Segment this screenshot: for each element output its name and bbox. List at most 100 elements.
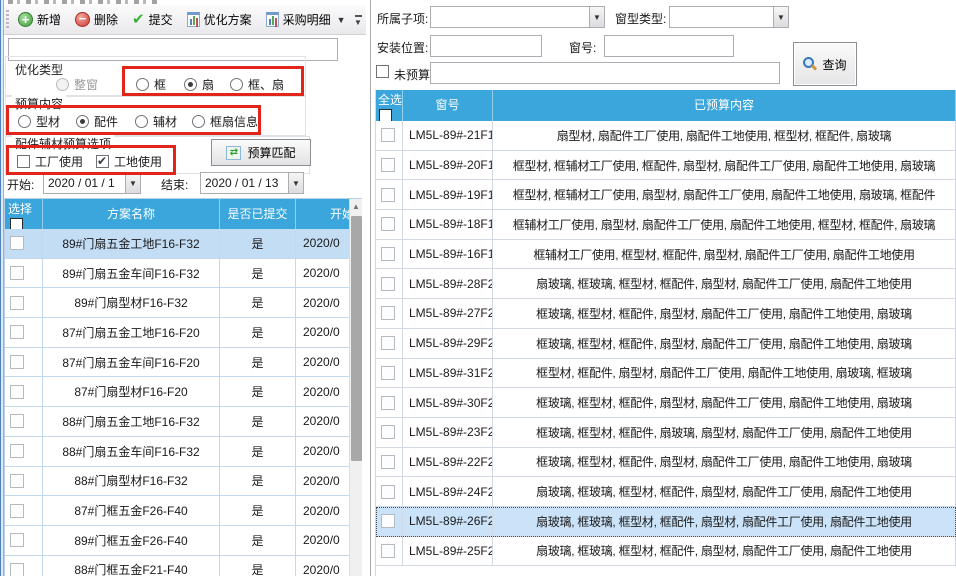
window-table-row[interactable]: LM5L-89#-30F28 框玻璃, 框型材, 框配件, 扇型材, 扇配件工厂使… (376, 388, 956, 418)
row-checkbox[interactable] (381, 276, 395, 291)
install-position-input[interactable] (430, 35, 542, 57)
radio-option-sash[interactable]: 扇 (184, 76, 214, 93)
row-checkbox[interactable] (381, 306, 395, 321)
add-button[interactable]: + 新增 (12, 8, 67, 31)
end-date-picker[interactable]: 2020 / 01 / 13 ▼ (200, 172, 304, 194)
query-button[interactable]: 查询 (793, 42, 857, 86)
row-checkbox[interactable] (381, 158, 395, 173)
row-checkbox[interactable] (10, 414, 24, 429)
radio-option-frame-sash[interactable]: 框、扇 (230, 76, 284, 93)
purchase-detail-button[interactable]: 采购明细 ▼ (260, 8, 352, 31)
window-table-row[interactable]: LM5L-89#-20F18 框型材, 框辅材工厂使用, 框配件, 扇型材, 扇配… (376, 150, 956, 181)
window-table-row[interactable]: LM5L-89#-23F21 框玻璃, 框型材, 框配件, 扇玻璃, 扇型材, 扇… (376, 417, 956, 448)
checkbox-site-use[interactable]: 工地使用 (96, 153, 162, 170)
row-checkbox[interactable] (381, 514, 395, 529)
row-checkbox[interactable] (381, 454, 395, 469)
row-checkbox[interactable] (381, 128, 395, 143)
select-all-checkbox[interactable] (379, 109, 392, 121)
toolbar-grip[interactable] (6, 10, 9, 30)
window-table-row[interactable]: LM5L-89#-28F26 扇玻璃, 框玻璃, 框型材, 框配件, 扇型材, 扇… (376, 269, 956, 300)
plan-filter-input[interactable] (8, 38, 338, 61)
window-table-row[interactable]: LM5L-89#-22F20 框玻璃, 框型材, 框配件, 扇型材, 扇配件工厂使… (376, 447, 956, 478)
row-checkbox[interactable] (10, 533, 24, 548)
plan-name-column-header[interactable]: 方案名称 (43, 199, 220, 229)
no-budget-checkbox[interactable] (376, 65, 389, 78)
scrollbar-thumb[interactable] (351, 216, 362, 461)
delete-button[interactable]: − 删除 (69, 8, 124, 31)
radio-option-frame[interactable]: 框 (136, 76, 166, 93)
plan-table-row[interactable]: 88#门扇五金工地F16-F32 是 2020/0 (5, 407, 362, 437)
row-checkbox[interactable] (10, 295, 24, 310)
row-checkbox[interactable] (10, 236, 24, 251)
window-table-row[interactable]: LM5L-89#-29F27 框玻璃, 框型材, 框配件, 扇型材, 扇配件工厂使… (376, 328, 956, 359)
window-table-row[interactable]: LM5L-89#-24F22 扇玻璃, 框玻璃, 框型材, 框配件, 扇型材, 扇… (376, 477, 956, 507)
plan-table-row[interactable]: 88#门扇型材F16-F32 是 2020/0 (5, 466, 362, 497)
docked-panel-edge[interactable] (0, 0, 4, 576)
plan-table-scrollbar[interactable]: ▲ (349, 199, 362, 576)
window-table-row[interactable]: LM5L-89#-18F16 框辅材工厂使用, 扇型材, 扇配件工厂使用, 扇配件… (376, 210, 956, 240)
window-type-combo[interactable]: ▼ (669, 6, 789, 28)
row-checkbox[interactable] (381, 187, 395, 202)
row-checkbox[interactable] (381, 543, 395, 558)
row-checkbox[interactable] (10, 444, 24, 459)
checkbox-factory-use[interactable]: 工厂使用 (17, 153, 83, 170)
plan-table-row[interactable]: 89#门扇五金车间F16-F32 是 2020/0 (5, 258, 362, 289)
window-table-row[interactable]: LM5L-89#-19F17 框型材, 框辅材工厂使用, 扇型材, 扇配件工厂使用… (376, 180, 956, 211)
window-table-row[interactable]: LM5L-89#-31F29 框型材, 框配件, 扇型材, 扇配件工厂使用, 扇配… (376, 358, 956, 389)
chevron-down-icon[interactable]: ▼ (125, 173, 140, 193)
chevron-down-icon[interactable]: ▼ (773, 7, 788, 27)
date-range-row: 开始: 2020 / 01 / 1 ▼ 结束: 2020 / 01 / 13 ▼ (4, 172, 370, 196)
submitted-column-header[interactable]: 是否已提交 (220, 199, 296, 229)
window-table-row[interactable]: LM5L-89#-27F25 框玻璃, 框型材, 框配件, 扇型材, 扇配件工厂使… (376, 299, 956, 329)
chevron-down-icon[interactable]: ▼ (589, 7, 604, 27)
plan-table-row[interactable]: 87#门扇五金车间F16-F20 是 2020/0 (5, 347, 362, 378)
budget-match-button[interactable]: ⇄ 预算匹配 (211, 139, 311, 166)
radio-option-profile[interactable]: 型材 (18, 113, 60, 130)
radio-option-whole-window[interactable]: 整窗 (56, 76, 98, 93)
row-checkbox[interactable] (381, 336, 395, 351)
plan-table-row[interactable]: 89#门扇五金工地F16-F32 是 2020/0 (5, 229, 362, 259)
plan-table-row[interactable]: 88#门框五金F21-F40 是 2020/0 (5, 555, 362, 576)
row-checkbox[interactable] (381, 217, 395, 232)
row-checkbox[interactable] (10, 266, 24, 281)
radio-option-accessory[interactable]: 配件 (76, 113, 118, 130)
chevron-down-icon[interactable]: ▼ (288, 173, 303, 193)
plan-table-row[interactable]: 87#门扇五金工地F16-F20 是 2020/0 (5, 318, 362, 348)
row-checkbox[interactable] (381, 484, 395, 499)
row-checkbox[interactable] (10, 562, 24, 576)
budgeted-content-column-header[interactable]: 已预算内容 (493, 90, 956, 121)
toolbar-overflow-button[interactable]: ▼ (351, 11, 365, 31)
window-no-input[interactable] (604, 35, 734, 57)
no-budget-input[interactable] (430, 62, 780, 84)
plan-table-row[interactable]: 87#门扇型材F16-F20 是 2020/0 (5, 377, 362, 408)
radio-option-frame-sash-info[interactable]: 框扇信息 (192, 113, 258, 130)
radio-option-auxiliary[interactable]: 辅材 (135, 113, 177, 130)
row-checkbox[interactable] (381, 365, 395, 380)
select-all-checkbox[interactable] (10, 218, 23, 229)
row-checkbox[interactable] (10, 503, 24, 518)
plan-table-row[interactable]: 87#门框五金F26-F40 是 2020/0 (5, 496, 362, 526)
row-checkbox[interactable] (10, 355, 24, 370)
row-checkbox[interactable] (10, 384, 24, 399)
plan-table-row[interactable]: 89#门框五金F26-F40 是 2020/0 (5, 525, 362, 556)
window-table-row[interactable]: LM5L-89#-25F23 扇玻璃, 框玻璃, 框型材, 框配件, 扇型材, 扇… (376, 536, 956, 567)
sub-item-combo[interactable]: ▼ (430, 6, 605, 28)
window-table-row[interactable]: LM5L-89#-16F15 框辅材工厂使用, 框型材, 框配件, 扇型材, 扇配… (376, 239, 956, 270)
window-table-row[interactable]: LM5L-89#-21F19 扇型材, 扇配件工厂使用, 扇配件工地使用, 框型材… (376, 121, 956, 151)
window-no-column-header[interactable]: 窗号 (403, 90, 493, 121)
submit-button[interactable]: ✔ 提交 (126, 8, 179, 31)
optimize-plan-button[interactable]: 优化方案 (181, 8, 258, 31)
row-checkbox[interactable] (10, 325, 24, 340)
row-checkbox[interactable] (381, 247, 395, 262)
panel-divider[interactable] (370, 0, 371, 576)
radio-label: 配件 (94, 115, 119, 129)
row-checkbox[interactable] (381, 425, 395, 440)
row-checkbox[interactable] (10, 473, 24, 488)
window-table-row[interactable]: LM5L-89#-26F24 扇玻璃, 框玻璃, 框型材, 框配件, 扇型材, 扇… (376, 506, 956, 537)
row-checkbox[interactable] (381, 395, 395, 410)
plan-table-row[interactable]: 89#门扇型材F16-F32 是 2020/0 (5, 288, 362, 319)
plan-name-cell: 89#门扇型材F16-F32 (43, 288, 220, 318)
scroll-up-icon[interactable]: ▲ (350, 199, 362, 214)
start-date-picker[interactable]: 2020 / 01 / 1 ▼ (43, 172, 141, 194)
plan-table-row[interactable]: 88#门扇五金车间F16-F32 是 2020/0 (5, 436, 362, 467)
